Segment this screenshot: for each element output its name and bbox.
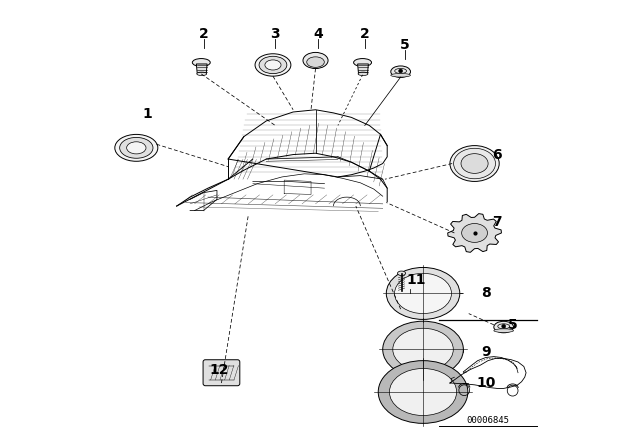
Text: 12: 12 [209, 362, 229, 377]
Text: 9: 9 [481, 345, 491, 359]
Ellipse shape [391, 66, 410, 78]
Text: 2: 2 [360, 26, 370, 41]
Polygon shape [358, 64, 369, 74]
Ellipse shape [393, 328, 453, 370]
Ellipse shape [389, 368, 457, 416]
Polygon shape [448, 214, 502, 252]
Ellipse shape [461, 154, 488, 173]
Polygon shape [196, 64, 207, 74]
Text: 5: 5 [400, 38, 410, 52]
Ellipse shape [494, 329, 513, 332]
Ellipse shape [397, 271, 406, 276]
Ellipse shape [395, 273, 451, 314]
Text: 10: 10 [476, 376, 495, 390]
Ellipse shape [197, 72, 207, 76]
Ellipse shape [387, 267, 460, 319]
Ellipse shape [127, 142, 146, 154]
Text: 5: 5 [508, 318, 518, 332]
Ellipse shape [193, 59, 211, 66]
Ellipse shape [255, 54, 291, 76]
Text: 4: 4 [313, 26, 323, 41]
Text: 2: 2 [198, 26, 209, 41]
Ellipse shape [303, 52, 328, 69]
Ellipse shape [265, 60, 281, 70]
Ellipse shape [354, 59, 371, 66]
FancyBboxPatch shape [203, 360, 240, 386]
Ellipse shape [115, 134, 158, 161]
Text: 1: 1 [143, 107, 152, 121]
Ellipse shape [450, 146, 499, 181]
Text: 3: 3 [270, 26, 280, 41]
Ellipse shape [307, 57, 324, 67]
Text: 7: 7 [492, 215, 502, 229]
Ellipse shape [391, 73, 410, 77]
Circle shape [399, 69, 403, 73]
Text: 00006845: 00006845 [467, 416, 509, 425]
Text: 6: 6 [492, 147, 502, 162]
Text: 11: 11 [406, 273, 426, 287]
Ellipse shape [259, 56, 287, 73]
Ellipse shape [120, 138, 153, 158]
Ellipse shape [378, 361, 468, 423]
Ellipse shape [358, 72, 368, 76]
Ellipse shape [383, 321, 463, 378]
Ellipse shape [454, 148, 495, 179]
Circle shape [502, 324, 506, 328]
Ellipse shape [494, 321, 513, 333]
Text: 8: 8 [481, 286, 491, 301]
Ellipse shape [461, 224, 488, 242]
